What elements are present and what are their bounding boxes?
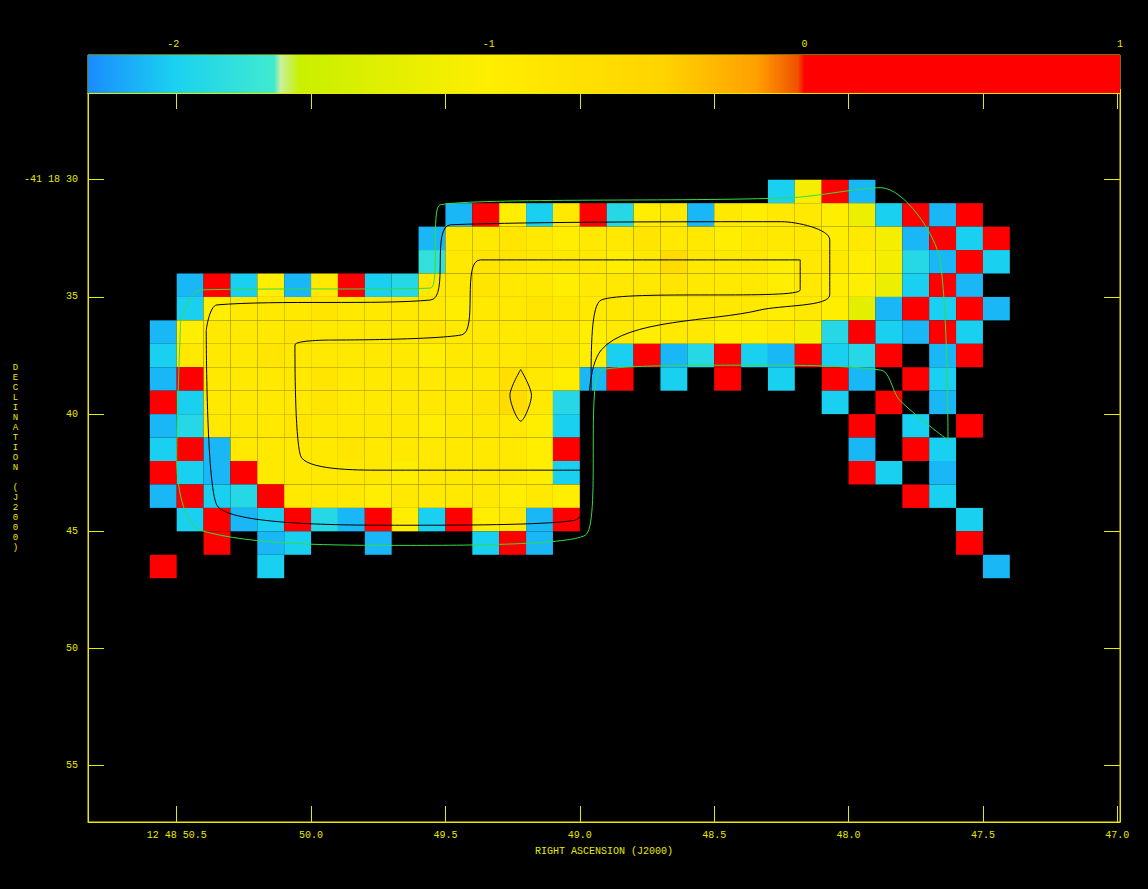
svg-text:L: L (13, 393, 18, 403)
svg-text:49.5: 49.5 (433, 830, 457, 841)
svg-text:45: 45 (66, 526, 78, 537)
svg-text:0: 0 (13, 523, 18, 533)
svg-text:0: 0 (801, 39, 807, 50)
svg-text:N: N (13, 463, 18, 473)
svg-text:40: 40 (66, 409, 78, 420)
svg-text:I: I (13, 403, 18, 413)
svg-text:49.0: 49.0 (568, 830, 592, 841)
svg-text:N: N (13, 413, 18, 423)
svg-text:0: 0 (13, 513, 18, 523)
svg-text:RIGHT ASCENSION (J2000): RIGHT ASCENSION (J2000) (535, 846, 673, 857)
svg-text:1: 1 (1117, 39, 1123, 50)
svg-text:E: E (13, 373, 18, 383)
svg-text:47.5: 47.5 (971, 830, 995, 841)
svg-text:-2: -2 (167, 39, 179, 50)
svg-text:-1: -1 (483, 39, 495, 50)
svg-text:35: 35 (66, 291, 78, 302)
svg-text:48.5: 48.5 (702, 830, 726, 841)
svg-text:50.0: 50.0 (299, 830, 323, 841)
svg-text:2: 2 (13, 503, 18, 513)
svg-text:T: T (13, 433, 19, 443)
svg-text:55: 55 (66, 760, 78, 771)
svg-text:J: J (13, 493, 18, 503)
svg-text:0: 0 (13, 533, 18, 543)
svg-text:12 48 50.5: 12 48 50.5 (147, 830, 207, 841)
svg-text:): ) (13, 543, 18, 553)
svg-text:(: ( (13, 483, 18, 493)
svg-text:I: I (13, 443, 18, 453)
svg-text:47.0: 47.0 (1105, 830, 1129, 841)
svg-text:50: 50 (66, 643, 78, 654)
svg-text:O: O (13, 453, 18, 463)
svg-text:A: A (13, 423, 19, 433)
svg-text:D: D (13, 363, 18, 373)
svg-text:-41 18 30: -41 18 30 (24, 174, 78, 185)
svg-text:48.0: 48.0 (837, 830, 861, 841)
svg-text:C: C (13, 383, 19, 393)
